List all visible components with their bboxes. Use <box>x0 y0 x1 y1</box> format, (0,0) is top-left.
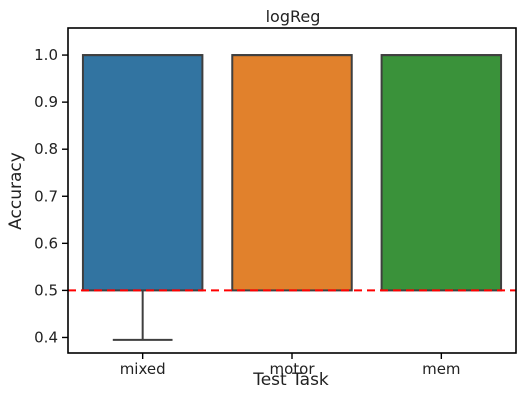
y-tick-label: 0.6 <box>34 234 58 252</box>
x-axis: mixed motor mem <box>120 353 461 378</box>
x-tick-label: motor <box>269 360 315 378</box>
x-tick-label: mixed <box>120 360 166 378</box>
box-mixed <box>81 54 204 341</box>
y-tick-label: 0.4 <box>34 328 58 346</box>
y-axis-label: Accuracy <box>6 152 26 230</box>
chart-title: logReg <box>266 7 321 26</box>
x-axis-label: Test Task <box>252 370 329 390</box>
y-tick-label: 0.7 <box>34 187 58 205</box>
x-tick-label: mem <box>422 360 460 378</box>
chart-marks <box>68 54 516 341</box>
box-motor <box>231 54 353 292</box>
box-mem <box>380 54 503 292</box>
box-body-mixed <box>81 54 204 292</box>
y-tick-label: 1.0 <box>34 46 58 64</box>
y-tick-label: 0.8 <box>34 140 58 158</box>
box-body-mem <box>380 54 503 292</box>
y-tick-label: 0.9 <box>34 93 58 111</box>
y-tick-label: 0.5 <box>34 281 58 299</box>
y-axis: 0.4 0.5 0.6 0.7 0.8 0.9 1.0 <box>34 46 68 346</box>
box-body-motor <box>231 54 353 292</box>
